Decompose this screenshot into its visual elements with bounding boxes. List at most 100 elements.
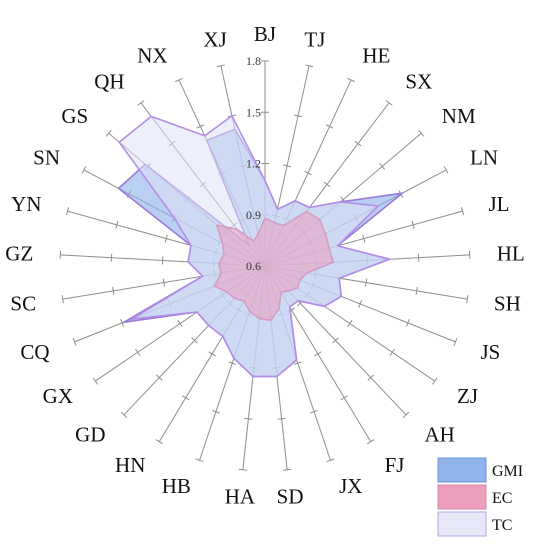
spoke-tick	[379, 163, 386, 170]
spoke-tick	[354, 140, 362, 147]
category-label-yn: YN	[11, 192, 41, 216]
spoke-tick	[367, 439, 375, 445]
tick-label: 1.8	[246, 54, 261, 68]
spoke-tick	[283, 468, 292, 471]
category-label-sn: SN	[33, 145, 60, 169]
spoke-tick	[120, 319, 125, 327]
legend-swatch-gmi	[437, 457, 487, 483]
spoke-tick	[155, 439, 163, 445]
category-label-nm: NM	[442, 104, 476, 128]
spoke-tick	[347, 319, 353, 328]
spoke-tick	[293, 361, 302, 365]
category-label-cq: CQ	[20, 340, 49, 364]
spoke-tick	[65, 207, 70, 216]
spoke-tick	[305, 64, 314, 68]
spoke-tick	[196, 124, 205, 129]
spoke-tick	[402, 411, 410, 418]
spoke-tick	[175, 77, 183, 83]
spoke-tick	[182, 395, 190, 401]
spoke-tick	[244, 417, 253, 420]
category-label-ha: HA	[225, 485, 256, 509]
category-label-tj: TJ	[304, 27, 325, 51]
legend-label-ec: EC	[492, 490, 512, 507]
spoke-tick	[135, 348, 141, 356]
spoke-tick	[137, 99, 145, 106]
tick-label: 1.5	[246, 105, 261, 119]
legend-label-tc: TC	[492, 517, 512, 534]
legend-swatch-tc	[437, 511, 487, 537]
tick-label: 1.2	[246, 157, 261, 171]
spoke-tick	[162, 278, 165, 287]
legend-swatch-ec	[437, 484, 487, 510]
legend-label-gmi: GMI	[492, 463, 523, 480]
spoke-tick	[367, 374, 374, 381]
spoke-tick	[191, 337, 198, 344]
spoke-tick	[323, 181, 331, 188]
spoke-tick	[385, 99, 393, 106]
spoke-tick	[314, 351, 322, 357]
category-label-jx: JX	[339, 474, 362, 498]
tick-label: 0.9	[246, 208, 261, 222]
category-label-gz: GZ	[5, 241, 33, 265]
spoke-tick	[216, 64, 225, 68]
category-label-xj: XJ	[203, 27, 226, 51]
spoke-tick	[115, 220, 119, 229]
spoke-tick	[310, 409, 319, 414]
spoke-tick	[120, 411, 128, 418]
spoke-tick	[61, 295, 64, 304]
category-label-ln: LN	[470, 145, 498, 169]
spoke-tick	[466, 295, 469, 304]
spoke-tick	[411, 220, 415, 229]
category-label-nx: NX	[137, 43, 167, 67]
spoke-tick	[195, 458, 204, 463]
spoke-tick	[72, 337, 77, 346]
spoke-tick	[208, 351, 216, 357]
series-area-ec	[213, 210, 335, 322]
spoke-tick	[332, 337, 339, 344]
spoke-tick	[112, 286, 115, 295]
legend: GMI EC TC	[437, 457, 523, 537]
spoke-tick	[362, 234, 366, 243]
category-label-hb: HB	[162, 474, 191, 498]
category-label-js: JS	[481, 340, 501, 364]
spoke-tick	[211, 409, 220, 414]
category-label-jl: JL	[489, 192, 510, 216]
spoke-tick	[358, 300, 363, 308]
category-label-gx: GX	[43, 384, 73, 408]
spoke-tick	[365, 278, 368, 287]
category-label-bj: BJ	[254, 22, 276, 46]
spoke-tick	[228, 361, 237, 365]
spoke-tick	[326, 458, 335, 463]
spoke-tick	[156, 374, 163, 381]
spoke-tick	[177, 319, 183, 328]
category-label-qh: QH	[94, 69, 124, 93]
spoke-tick	[81, 166, 87, 174]
category-label-gs: GS	[61, 104, 88, 128]
spoke-tick	[164, 234, 168, 243]
category-label-gd: GD	[75, 422, 105, 446]
category-label-hl: HL	[497, 241, 525, 265]
category-label-fj: FJ	[385, 453, 405, 477]
spoke-tick	[304, 170, 312, 176]
spoke-tick	[432, 377, 438, 385]
spoke-tick	[418, 129, 425, 137]
spoke-tick	[415, 286, 418, 295]
category-label-ah: AH	[425, 422, 455, 446]
series-areas	[117, 115, 404, 378]
category-label-sh: SH	[494, 292, 521, 316]
spoke-tick	[283, 164, 292, 168]
spoke-tick	[460, 207, 465, 216]
spoke-tick	[105, 129, 112, 137]
spoke-tick	[325, 124, 334, 129]
tick-label: 0.6	[246, 259, 261, 273]
spoke-tick	[405, 319, 410, 327]
spoke-tick	[443, 166, 449, 174]
spoke-tick	[389, 348, 395, 356]
category-label-sx: SX	[405, 69, 432, 93]
spoke-tick	[347, 77, 355, 83]
spoke-tick	[453, 337, 458, 346]
category-label-zj: ZJ	[457, 384, 478, 408]
spoke-tick	[92, 377, 98, 385]
